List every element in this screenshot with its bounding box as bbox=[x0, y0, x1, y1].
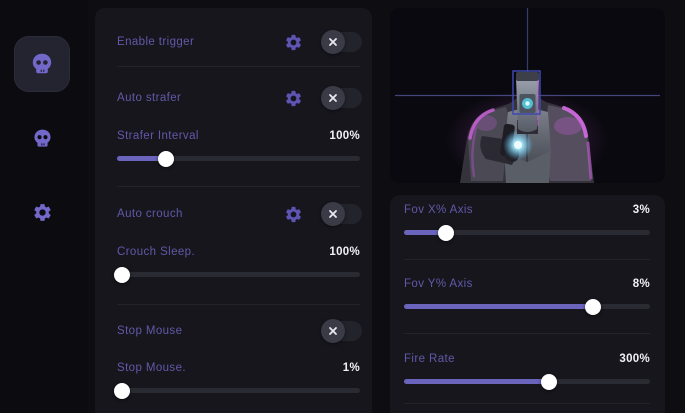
slider-label: Fire Rate bbox=[404, 353, 455, 365]
slider-value: 300% bbox=[619, 353, 650, 365]
slider-value: 100% bbox=[329, 246, 360, 258]
x-icon bbox=[329, 94, 337, 102]
divider bbox=[404, 259, 650, 260]
slider-fill bbox=[404, 304, 594, 309]
aim-panel: Fov X% Axis 3% Fov Y% Axis 8% Fire Rate bbox=[390, 195, 665, 413]
stop-mouse-slider-block: Stop Mouse. 1% bbox=[113, 360, 360, 399]
divider bbox=[117, 304, 360, 305]
gear-icon bbox=[286, 206, 301, 222]
slider-label: Strafer Interval bbox=[117, 130, 199, 142]
x-icon bbox=[329, 210, 337, 218]
feature-row-stop-mouse: Stop Mouse bbox=[117, 319, 362, 343]
fov-x-slider[interactable] bbox=[404, 224, 650, 241]
divider bbox=[117, 66, 360, 67]
slider-knob[interactable] bbox=[113, 382, 130, 399]
slider-value: 100% bbox=[329, 130, 360, 142]
slider-knob[interactable] bbox=[437, 224, 454, 241]
divider bbox=[117, 186, 360, 187]
head-fov-box bbox=[512, 70, 541, 115]
feature-row-enable-trigger: Enable trigger bbox=[117, 30, 362, 54]
gear-icon bbox=[33, 203, 51, 221]
toggle-knob[interactable] bbox=[321, 30, 345, 54]
stop-mouse-toggle[interactable] bbox=[321, 319, 362, 343]
slider-value: 3% bbox=[632, 204, 650, 216]
sidebar-item-player[interactable] bbox=[20, 116, 64, 160]
feature-label: Auto strafer bbox=[117, 92, 182, 104]
features-panel: Enable trigger Auto strafer bbox=[95, 8, 372, 413]
feature-label: Enable trigger bbox=[117, 36, 195, 48]
feature-label: Stop Mouse bbox=[117, 325, 183, 337]
robot-model bbox=[445, 72, 609, 183]
sidebar-item-triggerbot[interactable] bbox=[14, 36, 70, 92]
slider-label: Crouch Sleep. bbox=[117, 246, 196, 258]
slider-knob[interactable] bbox=[585, 298, 602, 315]
gear-icon bbox=[286, 90, 301, 106]
auto-crouch-settings-button[interactable] bbox=[284, 205, 303, 224]
slider-fill bbox=[404, 230, 446, 235]
sidebar-item-settings[interactable] bbox=[20, 190, 64, 234]
slider-label: Fov Y% Axis bbox=[404, 278, 473, 290]
slider-knob[interactable] bbox=[113, 266, 130, 283]
divider bbox=[404, 403, 650, 404]
fov-y-slider[interactable] bbox=[404, 298, 650, 315]
fov-x-slider-block: Fov X% Axis 3% bbox=[404, 202, 650, 241]
fire-rate-slider[interactable] bbox=[404, 373, 650, 390]
slider-label: Stop Mouse. bbox=[117, 362, 186, 374]
model-viewport bbox=[390, 8, 665, 183]
toggle-knob[interactable] bbox=[321, 86, 345, 110]
auto-crouch-toggle[interactable] bbox=[321, 202, 362, 226]
gear-icon bbox=[286, 34, 301, 50]
slider-knob[interactable] bbox=[541, 373, 558, 390]
feature-row-auto-strafer: Auto strafer bbox=[117, 86, 362, 110]
strafer-interval-slider-block: Strafer Interval 100% bbox=[117, 128, 360, 167]
toggle-knob[interactable] bbox=[321, 319, 345, 343]
skull-icon bbox=[33, 129, 51, 147]
strafer-interval-slider[interactable] bbox=[117, 150, 360, 167]
auto-strafer-toggle[interactable] bbox=[321, 86, 362, 110]
fire-rate-slider-block: Fire Rate 300% bbox=[404, 351, 650, 390]
x-icon bbox=[329, 38, 337, 46]
feature-row-auto-crouch: Auto crouch bbox=[117, 202, 362, 226]
robot-preview bbox=[395, 8, 660, 183]
enable-trigger-toggle[interactable] bbox=[321, 30, 362, 54]
slider-fill bbox=[117, 156, 166, 161]
toggle-knob[interactable] bbox=[321, 202, 345, 226]
crouch-sleep-slider-block: Crouch Sleep. 100% bbox=[113, 244, 360, 283]
slider-fill bbox=[404, 379, 550, 384]
x-icon bbox=[329, 327, 337, 335]
feature-label: Auto crouch bbox=[117, 208, 183, 220]
sidebar bbox=[0, 0, 88, 413]
stop-mouse-slider[interactable] bbox=[113, 382, 360, 399]
slider-value: 1% bbox=[342, 362, 360, 374]
skull-icon bbox=[32, 53, 52, 74]
enable-trigger-settings-button[interactable] bbox=[284, 33, 303, 52]
slider-knob[interactable] bbox=[157, 150, 174, 167]
auto-strafer-settings-button[interactable] bbox=[284, 89, 303, 108]
fov-y-slider-block: Fov Y% Axis 8% bbox=[404, 276, 650, 315]
divider bbox=[404, 333, 650, 334]
slider-value: 8% bbox=[632, 278, 650, 290]
crouch-sleep-slider[interactable] bbox=[113, 266, 360, 283]
slider-label: Fov X% Axis bbox=[404, 204, 473, 216]
